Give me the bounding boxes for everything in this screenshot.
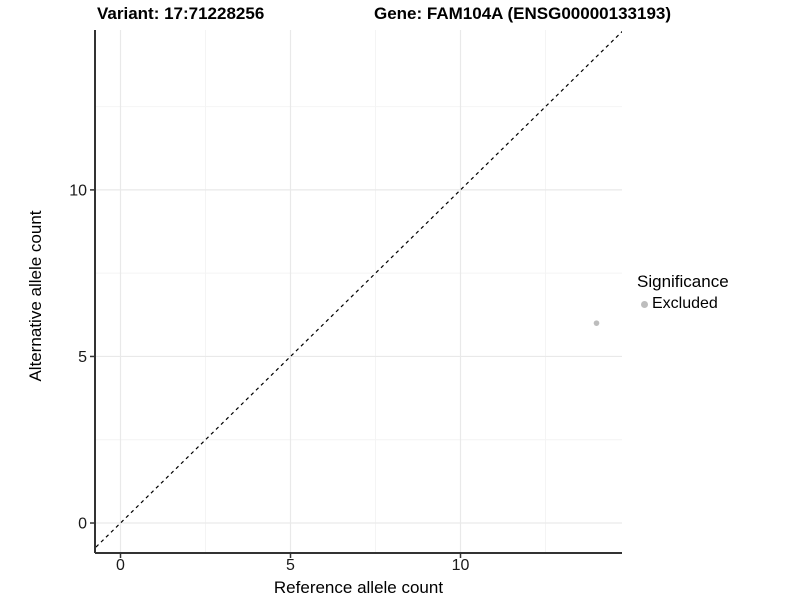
y-tick-label: 5 (78, 349, 87, 366)
legend-items: Excluded (637, 295, 729, 313)
plot-title-variant: Variant: 17:71228256 (97, 4, 265, 23)
legend-title: Significance (637, 272, 729, 291)
y-tick-label: 10 (69, 182, 87, 199)
x-tick-label: 10 (452, 557, 470, 574)
identity-dashed-line (95, 30, 622, 549)
x-tick-label: 0 (116, 557, 125, 574)
x-axis-title: Reference allele count (273, 578, 444, 597)
data-point (593, 320, 600, 326)
legend-item-label: Excluded (652, 295, 718, 312)
legend: Significance Excluded (637, 272, 729, 313)
y-axis-title: Alternative allele count (26, 210, 45, 382)
y-tick-label: 0 (78, 516, 87, 533)
x-tick-label: 5 (286, 557, 295, 574)
legend-key-dot (641, 300, 648, 308)
legend-item: Excluded (637, 295, 729, 313)
plot-title-gene: Gene: FAM104A (ENSG00000133193) (374, 4, 672, 23)
